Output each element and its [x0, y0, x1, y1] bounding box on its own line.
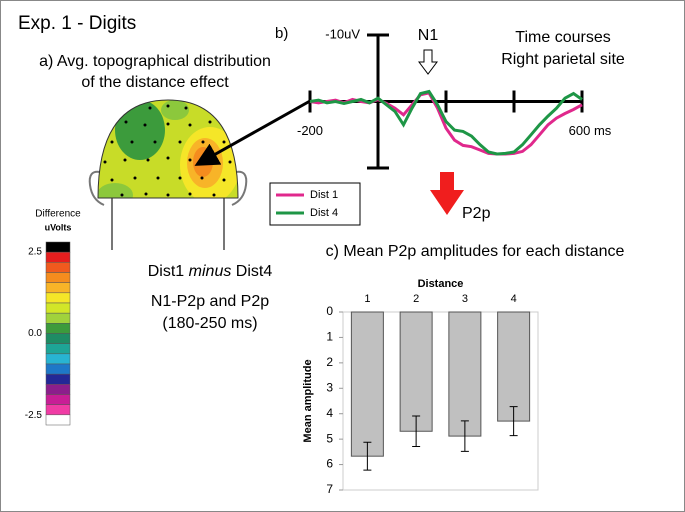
y-tick-label: 1 — [326, 330, 333, 344]
colorbar-tick-label: 2.5 — [28, 246, 42, 257]
x-tick-label: 600 ms — [569, 123, 612, 138]
colorbar-swatch — [45, 241, 71, 253]
y-tick-label: 2 — [326, 355, 333, 369]
colorbar-swatch — [45, 333, 71, 344]
chart-title: Right parietal site — [501, 51, 625, 68]
error-bar — [412, 415, 421, 448]
colorbar-swatch — [45, 404, 71, 416]
x-axis-label: Distance — [418, 278, 464, 290]
x-tick-label: 2 — [413, 293, 419, 305]
colorbar-tick-label: 0.0 — [28, 328, 42, 339]
legend-label: Dist 4 — [310, 207, 338, 219]
colorbar-swatch — [45, 272, 71, 283]
error-bar — [363, 441, 372, 471]
error-bar — [509, 406, 518, 437]
bar — [497, 311, 531, 422]
window-label: N1-P2p and P2p — [151, 293, 269, 310]
chart-title: c) Mean P2p amplitudes for each distance — [326, 243, 625, 260]
x-tick-label: 1 — [364, 293, 370, 305]
panel-a-label: a) Avg. topographical distribution — [39, 53, 271, 70]
bar — [448, 311, 482, 437]
colorbar-unit: uVolts — [45, 222, 72, 232]
colorbar-title: Difference — [35, 209, 81, 220]
colorbar-swatch — [45, 262, 71, 273]
chart-title: Time courses — [515, 29, 610, 46]
y-axis-label: Mean amplitude — [302, 359, 314, 442]
annotation: N1 — [418, 27, 439, 44]
bar — [399, 311, 433, 432]
panel-a-label: of the distance effect — [81, 74, 229, 91]
bar — [350, 311, 384, 457]
contrast-part: Dist1 — [148, 263, 189, 280]
colorbar-swatch — [45, 302, 71, 314]
contrast-label: Dist1 minus Dist4 — [148, 263, 273, 280]
legend-label: Dist 1 — [310, 189, 338, 201]
series-line — [309, 89, 583, 156]
x-tick-label: 3 — [462, 293, 468, 305]
p2p-arrow — [430, 172, 464, 215]
colorbar-swatch — [45, 343, 71, 355]
colorbar-tick-label: -2.5 — [25, 410, 43, 421]
colorbar-swatch — [45, 323, 71, 334]
y-tick-label: 6 — [326, 457, 333, 471]
line-chart: -200 600 ms -10uV Dist 1 Dist 4 — [269, 26, 612, 226]
contrast-part: Dist4 — [231, 263, 272, 280]
x-tick-label: 4 — [511, 293, 517, 305]
colorbar: 2.5 0.0 -2.5 — [25, 241, 71, 426]
colorbar-swatch — [45, 414, 71, 426]
y-tick-label: 5 — [326, 431, 333, 445]
legend-box — [269, 182, 361, 226]
colorbar-swatch — [45, 251, 71, 263]
y-tick-label: -10uV — [325, 26, 360, 41]
pointer-arrow — [194, 99, 311, 166]
colorbar-swatch — [45, 384, 71, 395]
bar-chart: c) Mean P2p amplitudes for each distance… — [302, 243, 625, 496]
n1-arrow — [418, 49, 438, 75]
colorbar-swatch — [45, 292, 71, 304]
panel-label: b) — [275, 25, 288, 42]
colorbar-swatch — [45, 394, 71, 405]
y-tick-label: 3 — [326, 380, 333, 394]
colorbar-swatch — [45, 312, 71, 324]
contrast-part: minus — [189, 263, 232, 280]
colorbar-swatch — [45, 373, 71, 385]
x-tick-label: -200 — [297, 123, 323, 138]
error-bar — [460, 420, 469, 452]
y-tick-label: 7 — [326, 482, 333, 496]
y-tick-label: 4 — [326, 406, 333, 420]
window-label: (180-250 ms) — [162, 315, 257, 332]
annotation: P2p — [462, 205, 491, 222]
y-tick-label: 0 — [326, 304, 333, 318]
colorbar-swatch — [45, 282, 71, 294]
figure-title: Exp. 1 - Digits — [18, 13, 136, 34]
colorbar-swatch — [45, 353, 71, 365]
colorbar-swatch — [45, 363, 71, 375]
